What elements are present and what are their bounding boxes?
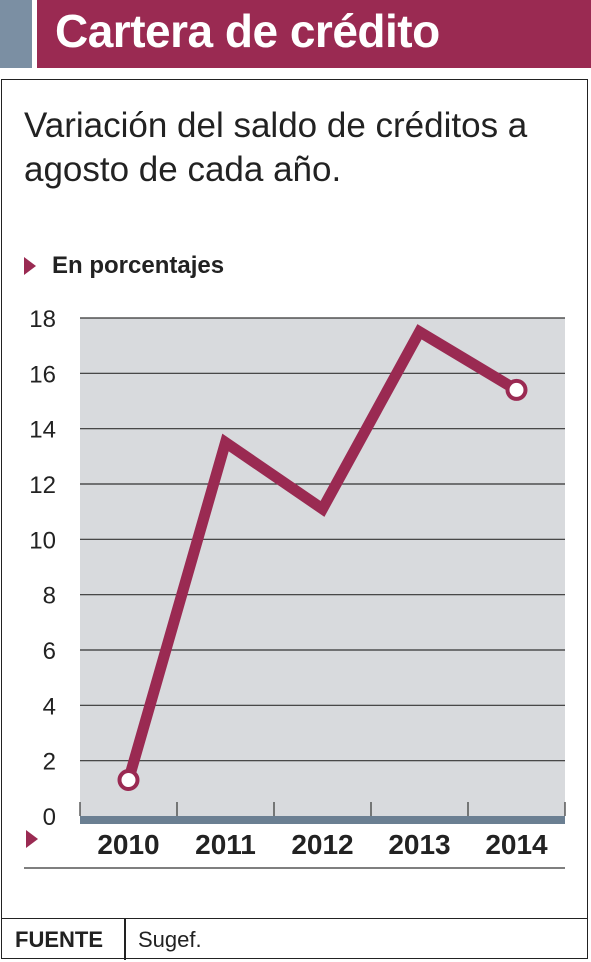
series-line [123,324,520,782]
y-tick-label: 12 [29,472,56,499]
source-value: Sugef. [138,927,202,952]
y-tick-label: 14 [29,417,56,444]
y-tick-label: 2 [43,749,56,776]
y-tick-label: 10 [29,527,56,554]
plot-area [80,318,565,816]
header: Cartera de crédito [0,0,591,68]
x-tick-label: 2013 [388,829,450,860]
data-point-marker [117,769,140,792]
data-point-marker [505,378,528,401]
source-label: FUENTE [15,927,103,952]
x-tick-label: 2012 [291,829,353,860]
triangle-bullet-icon [24,257,36,275]
y-tick-label: 8 [43,583,56,610]
x-tick-label: 2014 [485,829,548,860]
chart-subtitle: Variación del saldo de créditos a agosto… [24,106,528,189]
x-axis-bar [80,816,565,824]
y-tick-label: 16 [29,361,56,388]
header-accent-block [0,0,32,68]
y-tick-label: 4 [43,693,56,720]
header-bar: Cartera de crédito [37,0,591,68]
x-tick-label: 2010 [97,829,159,860]
chart-panel [1,79,588,959]
x-tick-label: 2011 [195,829,256,860]
y-tick-label: 0 [43,804,56,831]
y-tick-label: 6 [43,638,56,665]
y-tick-label: 18 [29,306,56,333]
page-title: Cartera de crédito [55,5,440,57]
unit-label: En porcentajes [52,252,225,279]
footer: FUENTE Sugef. [1,918,588,960]
triangle-bullet-icon [26,830,38,848]
line-chart: 0 2 4 6 8 10 12 14 16 18 2010 2011 2012 2013 2014 [24,306,566,869]
unit-row: En porcentajes [24,248,224,284]
footer-divider [124,919,126,960]
